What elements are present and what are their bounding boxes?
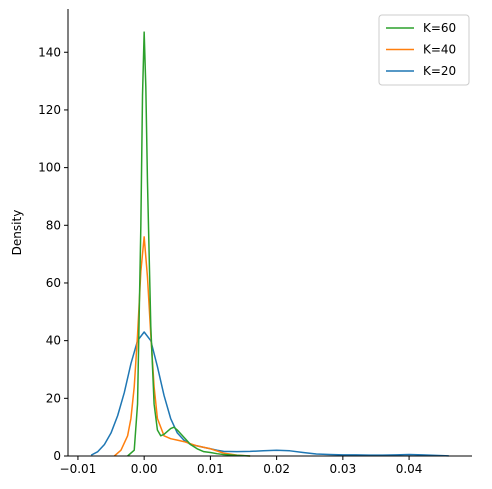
legend-label: K=20: [423, 64, 456, 78]
x-tick-label: 0.04: [396, 462, 423, 476]
series-line-k-20: [90, 331, 449, 457]
plot-area: [90, 31, 449, 457]
x-tick-label: 0.00: [131, 462, 158, 476]
legend-box: [378, 14, 470, 86]
series-line-k-60: [127, 31, 251, 457]
legend-label: K=40: [423, 43, 456, 57]
y-tick-label: 100: [38, 161, 61, 175]
y-tick-label: 40: [46, 334, 61, 348]
x-tick-label: −0.01: [60, 462, 97, 476]
x-tick-label: 0.02: [263, 462, 290, 476]
legend-label: K=60: [423, 21, 456, 35]
legend: K=60 K=40 K=20: [378, 14, 470, 86]
axes: −0.01 0.00 0.01 0.02 0.03 0.04 0 20 40 60 80 100 120…: [10, 9, 472, 476]
x-tick-label: 0.01: [197, 462, 224, 476]
y-tick-label: 120: [38, 103, 61, 117]
y-axis-label: Density: [10, 210, 24, 256]
y-tick-label: 0: [53, 449, 61, 463]
series-line-k-40: [113, 236, 251, 457]
y-tick-label: 140: [38, 45, 61, 59]
y-tick-label: 20: [46, 391, 61, 405]
x-tick-label: 0.03: [329, 462, 356, 476]
y-tick-label: 80: [46, 218, 61, 232]
y-tick-label: 60: [46, 276, 61, 290]
